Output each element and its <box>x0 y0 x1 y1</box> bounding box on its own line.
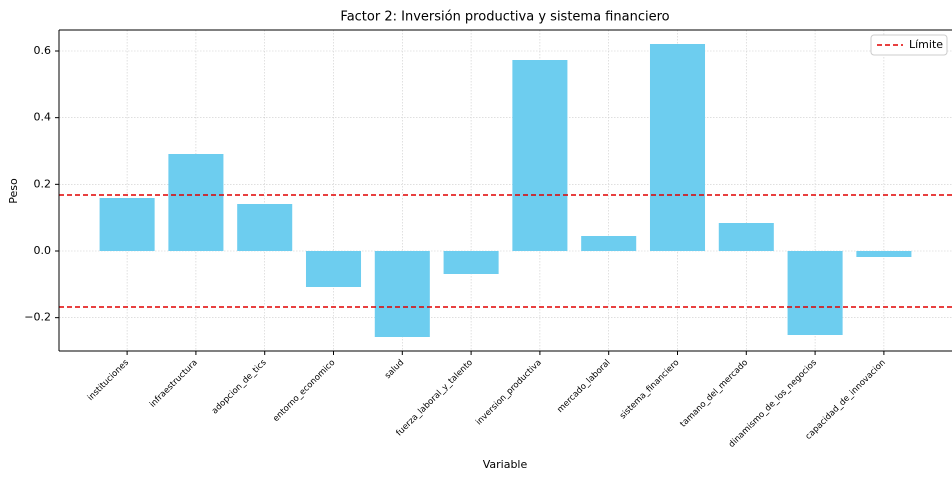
y-tick-label: 0.6 <box>34 44 52 57</box>
bar <box>856 251 912 257</box>
bar <box>787 251 843 335</box>
bar <box>99 198 155 251</box>
bar <box>305 251 362 287</box>
x-tick-label: infraestructura <box>148 358 200 410</box>
x-tick-label: tamano_del_mercado <box>678 358 750 430</box>
x-tick-label: sistema_financiero <box>618 358 681 421</box>
y-tick-label: 0.4 <box>34 111 52 124</box>
y-tick-label: −0.2 <box>24 311 51 324</box>
x-tick-label: capacidad_de_innovacion <box>804 358 888 442</box>
bar <box>168 154 224 251</box>
x-tick-label: inversion_productiva <box>474 358 544 428</box>
x-tick-label: instituciones <box>86 357 132 403</box>
bar <box>581 236 637 251</box>
bar <box>718 223 774 251</box>
x-axis-label: Variable <box>483 458 528 471</box>
chart-title: Factor 2: Inversión productiva y sistema… <box>340 10 669 25</box>
bar <box>512 60 568 251</box>
bar <box>649 44 706 251</box>
bar <box>443 251 499 274</box>
x-tick-label: fuerza_laboral_y_talento <box>394 358 474 438</box>
x-tick-label: salud <box>383 358 406 381</box>
bar <box>374 251 430 337</box>
y-axis-label: Peso <box>7 178 20 204</box>
x-tick-label: mercado_laboral <box>555 358 612 415</box>
y-tick-label: 0.2 <box>34 177 52 190</box>
legend-box <box>870 34 948 56</box>
x-tick-label: adopcion_de_tics <box>210 357 269 416</box>
x-tick-label: entorno_economico <box>271 358 337 424</box>
bar <box>237 204 293 251</box>
y-tick-label: 0.0 <box>34 244 52 257</box>
legend-label: Límite <box>909 38 943 51</box>
